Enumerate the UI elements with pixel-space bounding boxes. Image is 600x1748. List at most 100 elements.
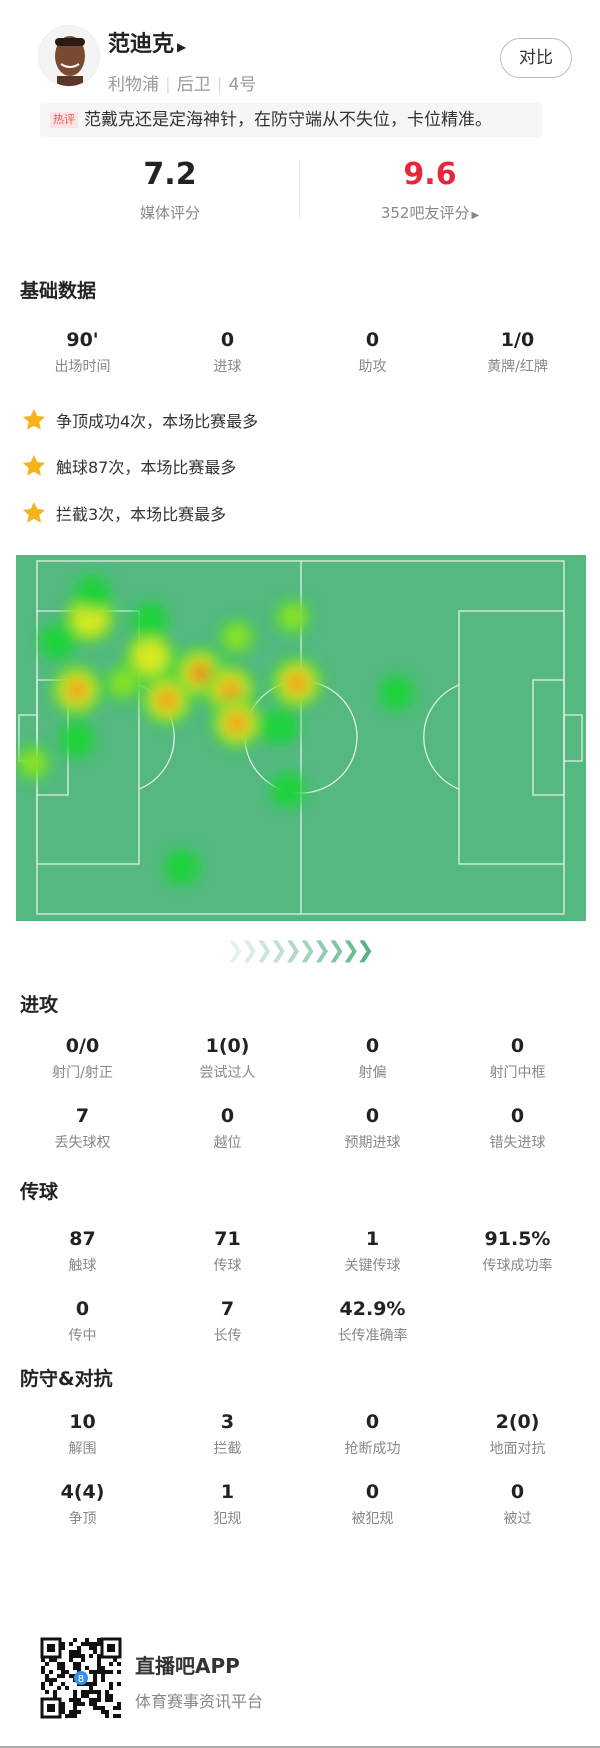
fan-label-text: 352吧友评分 (380, 204, 470, 222)
defense-title: 防守&对抗 (20, 1368, 113, 1390)
player-name[interactable]: 范迪克 ▶ (108, 26, 186, 58)
stat-label: 射门中框 (489, 1065, 546, 1081)
stat-label: 长传准确率 (337, 1328, 408, 1344)
stat-value: 1 (365, 1228, 380, 1250)
highlight-item: 拦截3次，本场比赛最多 (22, 501, 226, 525)
stat-value: 7 (220, 1298, 235, 1320)
heat-spot (132, 602, 168, 638)
stat-item: 0 进球 (155, 328, 300, 376)
heat-spot (286, 672, 308, 694)
heatmap-pitch (16, 555, 586, 921)
stat-item: 0/0 射门/射正 (10, 1034, 155, 1082)
stat-item: 0 射门中框 (445, 1034, 590, 1082)
heat-spot (39, 624, 75, 660)
stat-value: 0 (510, 1481, 525, 1503)
stat-value: 0 (365, 329, 380, 351)
player-avatar[interactable] (38, 25, 100, 87)
basic-stats: 90' 出场时间 0 进球 0 助攻 1/0 黄牌/红牌 (10, 328, 590, 376)
stat-value: 2(0) (495, 1411, 540, 1433)
defense-stats: 10 解围 3 拦截 0 抢断成功 2(0) 地面对抗 4(4) 争顶 1 犯规 0 被犯规 0 被过 (10, 1410, 590, 1528)
heat-spot (219, 679, 241, 701)
qr-code: 8 (40, 1637, 122, 1719)
stat-item: 10 解围 (10, 1410, 155, 1458)
stat-value: 1(0) (205, 1035, 250, 1057)
caret-right-icon: ▶ (177, 40, 187, 54)
player-info: 利物浦 | 后卫 | 4号 (108, 75, 257, 95)
highlight-text: 拦截3次，本场比赛最多 (56, 505, 227, 524)
position: 后卫 (176, 75, 211, 95)
stat-item: 42.9% 长传准确率 (300, 1297, 445, 1345)
fan-label: 352吧友评分 ▶ (300, 202, 560, 223)
stat-item: 4(4) 争顶 (10, 1480, 155, 1528)
stat-item: 3 拦截 (155, 1410, 300, 1458)
stat-item: 0 越位 (155, 1104, 300, 1152)
stat-label: 预期进球 (344, 1135, 401, 1151)
stat-label: 被犯规 (351, 1511, 394, 1527)
stat-label: 犯规 (213, 1511, 242, 1527)
stat-item: 0 抢断成功 (300, 1410, 445, 1458)
stat-value: 90' (66, 329, 99, 351)
media-score: 7.2 (143, 157, 197, 192)
stat-item: 1/0 黄牌/红牌 (445, 328, 590, 376)
highlight-text: 触球87次，本场比赛最多 (56, 458, 237, 477)
stat-value: 87 (69, 1228, 96, 1250)
stat-label: 长传 (213, 1328, 242, 1344)
stat-label: 传球成功率 (482, 1258, 553, 1274)
stat-label: 进球 (213, 359, 242, 375)
heat-spot (59, 722, 95, 758)
stat-label: 抢断成功 (344, 1441, 401, 1457)
attack-title: 进攻 (20, 994, 59, 1016)
stat-item: 87 触球 (10, 1227, 155, 1275)
heat-spot (20, 750, 46, 776)
heat-spot (226, 712, 248, 734)
stat-label: 尝试过人 (199, 1065, 256, 1081)
stat-label: 争顶 (68, 1511, 97, 1527)
stat-value: 1 (220, 1481, 235, 1503)
stat-value: 7 (75, 1105, 90, 1127)
stat-value: 0 (365, 1105, 380, 1127)
heat-spot (224, 624, 250, 650)
stat-label: 触球 (68, 1258, 97, 1274)
fan-rating[interactable]: 9.6 352吧友评分 ▶ (300, 158, 560, 223)
compare-button[interactable]: 对比 (500, 38, 572, 78)
direction-arrows-icon: ❯ ❯ ❯ ❯ ❯ ❯ ❯ ❯ ❯ ❯ (226, 938, 375, 963)
stat-item: 0 预期进球 (300, 1104, 445, 1152)
passing-stats: 87 触球 71 传球 1 关键传球 91.5% 传球成功率 0 传中 7 长传 42.9% 长传准确率 (10, 1227, 590, 1345)
passing-title: 传球 (20, 1181, 59, 1203)
svg-text:8: 8 (78, 1674, 84, 1685)
stat-label: 助攻 (358, 359, 387, 375)
hot-comment-text: 范戴克还是定海神针，在防守端从不失位，卡位精准。 (84, 110, 492, 130)
heat-spot (270, 772, 306, 808)
stat-item: 0 助攻 (300, 328, 445, 376)
heat-spot (156, 689, 178, 711)
stat-value: 0 (220, 1105, 235, 1127)
player-name-text: 范迪克 (108, 32, 175, 57)
heat-spot (75, 575, 111, 611)
stat-item: 1 关键传球 (300, 1227, 445, 1275)
stat-label: 传球 (213, 1258, 242, 1274)
stat-item: 1(0) 尝试过人 (155, 1034, 300, 1082)
stat-value: 0/0 (65, 1035, 100, 1057)
stat-value: 0 (510, 1035, 525, 1057)
stat-label: 传中 (68, 1328, 97, 1344)
stat-label: 越位 (213, 1135, 242, 1151)
stat-label: 射偏 (358, 1065, 387, 1081)
app-name: 直播吧APP (135, 1654, 240, 1678)
stat-value: 42.9% (339, 1298, 406, 1320)
stat-label: 解围 (68, 1441, 97, 1457)
stat-label: 被过 (503, 1511, 532, 1527)
stat-value: 0 (510, 1105, 525, 1127)
stat-label: 关键传球 (344, 1258, 401, 1274)
stat-item: 90' 出场时间 (10, 328, 155, 376)
hot-comment[interactable]: 热评 范戴克还是定海神针，在防守端从不失位，卡位精准。 (40, 103, 542, 137)
heat-spot (134, 641, 166, 673)
stat-item: 0 被犯规 (300, 1480, 445, 1528)
heat-spot (280, 604, 306, 630)
stat-item: 7 丢失球权 (10, 1104, 155, 1152)
caret-right-icon: ▶ (471, 210, 480, 221)
heat-spot (110, 670, 136, 696)
stat-item: 7 长传 (155, 1297, 300, 1345)
bottom-border (0, 1746, 600, 1748)
heat-spot (379, 675, 415, 711)
star-icon (23, 455, 45, 476)
